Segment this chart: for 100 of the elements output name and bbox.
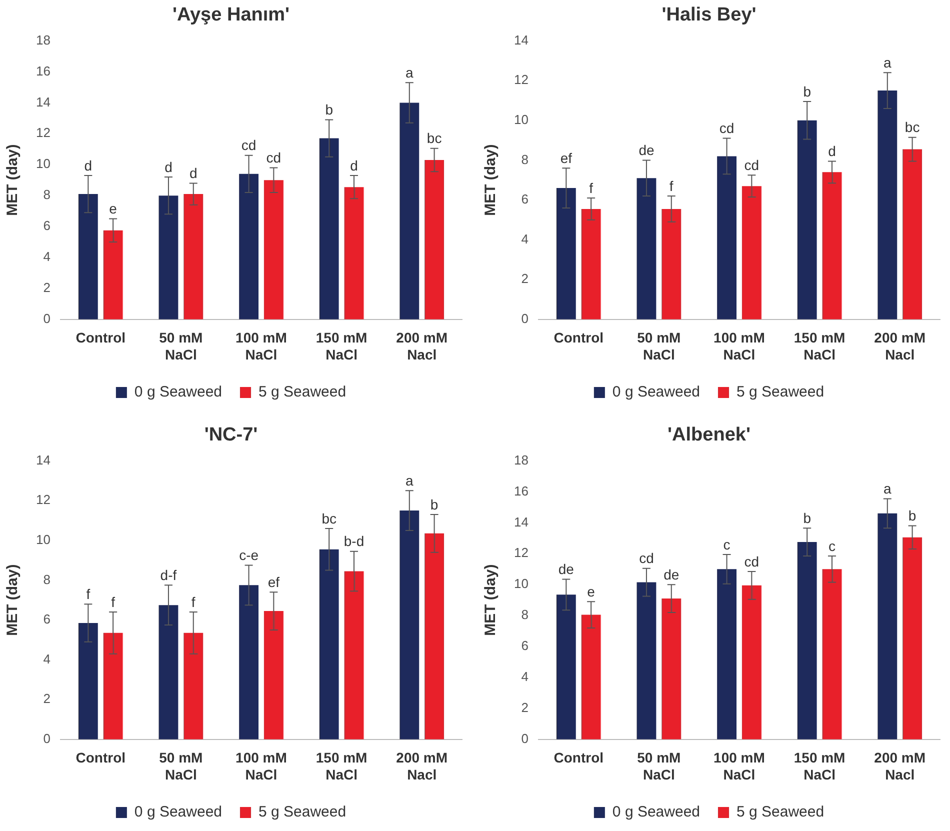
data-label: cd xyxy=(744,156,760,173)
x-tick-label: Control xyxy=(554,750,604,766)
y-tick-label: 0 xyxy=(43,310,50,326)
chart-title: 'Halis Bey' xyxy=(662,4,756,26)
y-tick-label: 4 xyxy=(43,249,50,264)
y-tick-label: 6 xyxy=(521,192,528,207)
chart-title: 'Albenek' xyxy=(668,424,750,446)
y-tick-label: 12 xyxy=(514,545,528,560)
data-label: ef xyxy=(560,150,572,166)
data-label: d xyxy=(189,165,198,182)
y-tick-label: 6 xyxy=(43,218,50,234)
legend-label: 5 g Seaweed xyxy=(258,384,346,401)
y-axis-title: MET (day) xyxy=(4,564,22,636)
y-tick-label: 2 xyxy=(521,271,528,286)
y-tick-label: 0 xyxy=(521,730,528,746)
data-label: d xyxy=(350,157,358,174)
x-tick-label: Control xyxy=(76,330,126,346)
data-label: bc xyxy=(904,119,920,136)
y-axis-title: MET (day) xyxy=(482,144,500,216)
y-tick-label: 6 xyxy=(43,612,50,627)
x-tick-label: 100 mM NaCl xyxy=(714,330,765,362)
y-tick-label: 16 xyxy=(36,63,50,78)
data-label: d xyxy=(84,157,92,174)
data-label: b-d xyxy=(344,533,364,550)
x-tick-label: 200 mM Nacl xyxy=(874,330,926,362)
x-tick-label: 150 mM NaCl xyxy=(316,330,368,362)
y-tick-label: 2 xyxy=(521,700,528,716)
legend-label: 0 g Seaweed xyxy=(134,384,222,401)
chart-title: 'Ayşe Hanım' xyxy=(172,4,290,26)
data-label: bc xyxy=(426,130,442,146)
y-tick-label: 0 xyxy=(43,730,50,746)
y-tick-label: 12 xyxy=(36,492,50,508)
x-tick-label: 200 mM Nacl xyxy=(396,330,448,362)
y-tick-label: 10 xyxy=(36,156,50,172)
data-label: a xyxy=(406,472,414,489)
data-label: bc xyxy=(322,510,336,526)
data-label: cd xyxy=(241,137,256,154)
data-label: f xyxy=(191,594,196,610)
data-label: de xyxy=(638,142,654,158)
data-label: e xyxy=(587,584,596,600)
data-label: f xyxy=(669,178,674,194)
y-tick-label: 4 xyxy=(521,231,528,246)
y-tick-label: 4 xyxy=(521,669,528,684)
y-tick-label: 8 xyxy=(43,572,50,587)
data-label: cd xyxy=(639,550,654,566)
x-tick-label: 150 mM NaCl xyxy=(794,330,846,362)
y-tick-label: 10 xyxy=(514,112,528,127)
data-label: b xyxy=(325,102,334,118)
legend-label: 5 g Seaweed xyxy=(258,804,346,821)
x-tick-label: 100 mM NaCl xyxy=(714,750,765,782)
y-tick-label: 8 xyxy=(521,607,528,622)
y-axis-title: MET (day) xyxy=(4,144,22,216)
x-tick-label: 150 mM NaCl xyxy=(794,750,846,782)
y-tick-label: 12 xyxy=(514,72,528,88)
y-tick-label: 0 xyxy=(521,310,528,326)
chart-title: 'NC-7' xyxy=(204,424,258,446)
y-tick-label: 18 xyxy=(514,452,528,468)
data-label: f xyxy=(86,586,90,602)
data-label: a xyxy=(884,54,892,70)
y-tick-label: 18 xyxy=(36,32,50,48)
data-label: b xyxy=(803,83,812,100)
y-tick-label: 4 xyxy=(43,651,50,666)
data-label: ef xyxy=(268,574,280,590)
data-label: d xyxy=(828,143,836,160)
data-label: d-f xyxy=(160,567,177,584)
legend-label: 5 g Seaweed xyxy=(736,804,824,821)
x-tick-label: 50 mM NaCl xyxy=(637,750,681,782)
data-label: c xyxy=(828,538,836,554)
x-tick-label: 50 mM NaCl xyxy=(637,330,681,362)
data-label: b xyxy=(803,510,812,526)
y-tick-label: 2 xyxy=(43,280,50,296)
y-tick-label: 14 xyxy=(514,514,528,530)
y-tick-label: 10 xyxy=(514,576,528,592)
x-tick-label: 50 mM NaCl xyxy=(159,330,203,362)
y-tick-label: 2 xyxy=(43,691,50,706)
x-tick-label: 50 mM NaCl xyxy=(159,750,203,782)
data-label: de xyxy=(558,561,574,578)
legend-label: 0 g Seaweed xyxy=(612,804,700,821)
data-label: c-e xyxy=(239,547,259,564)
data-label: c xyxy=(723,536,730,552)
legend-label: 5 g Seaweed xyxy=(736,384,824,401)
data-label: cd xyxy=(744,553,760,570)
data-label: f xyxy=(111,594,116,610)
y-tick-label: 8 xyxy=(521,152,528,167)
data-label: b xyxy=(430,496,438,512)
y-tick-label: 16 xyxy=(514,483,528,498)
data-label: cd xyxy=(266,150,282,166)
y-tick-label: 6 xyxy=(521,638,528,654)
x-tick-label: 150 mM NaCl xyxy=(316,750,368,782)
data-label: cd xyxy=(719,120,734,136)
x-tick-label: 200 mM Nacl xyxy=(396,750,448,782)
y-tick-label: 14 xyxy=(36,452,50,468)
x-tick-label: 100 mM NaCl xyxy=(236,750,287,782)
x-tick-label: 100 mM NaCl xyxy=(236,330,287,362)
data-label: a xyxy=(884,480,892,497)
y-tick-label: 14 xyxy=(514,32,528,48)
data-label: f xyxy=(589,180,594,196)
y-tick-label: 12 xyxy=(36,125,50,140)
x-tick-label: Control xyxy=(76,750,126,766)
data-label: d xyxy=(164,158,172,175)
